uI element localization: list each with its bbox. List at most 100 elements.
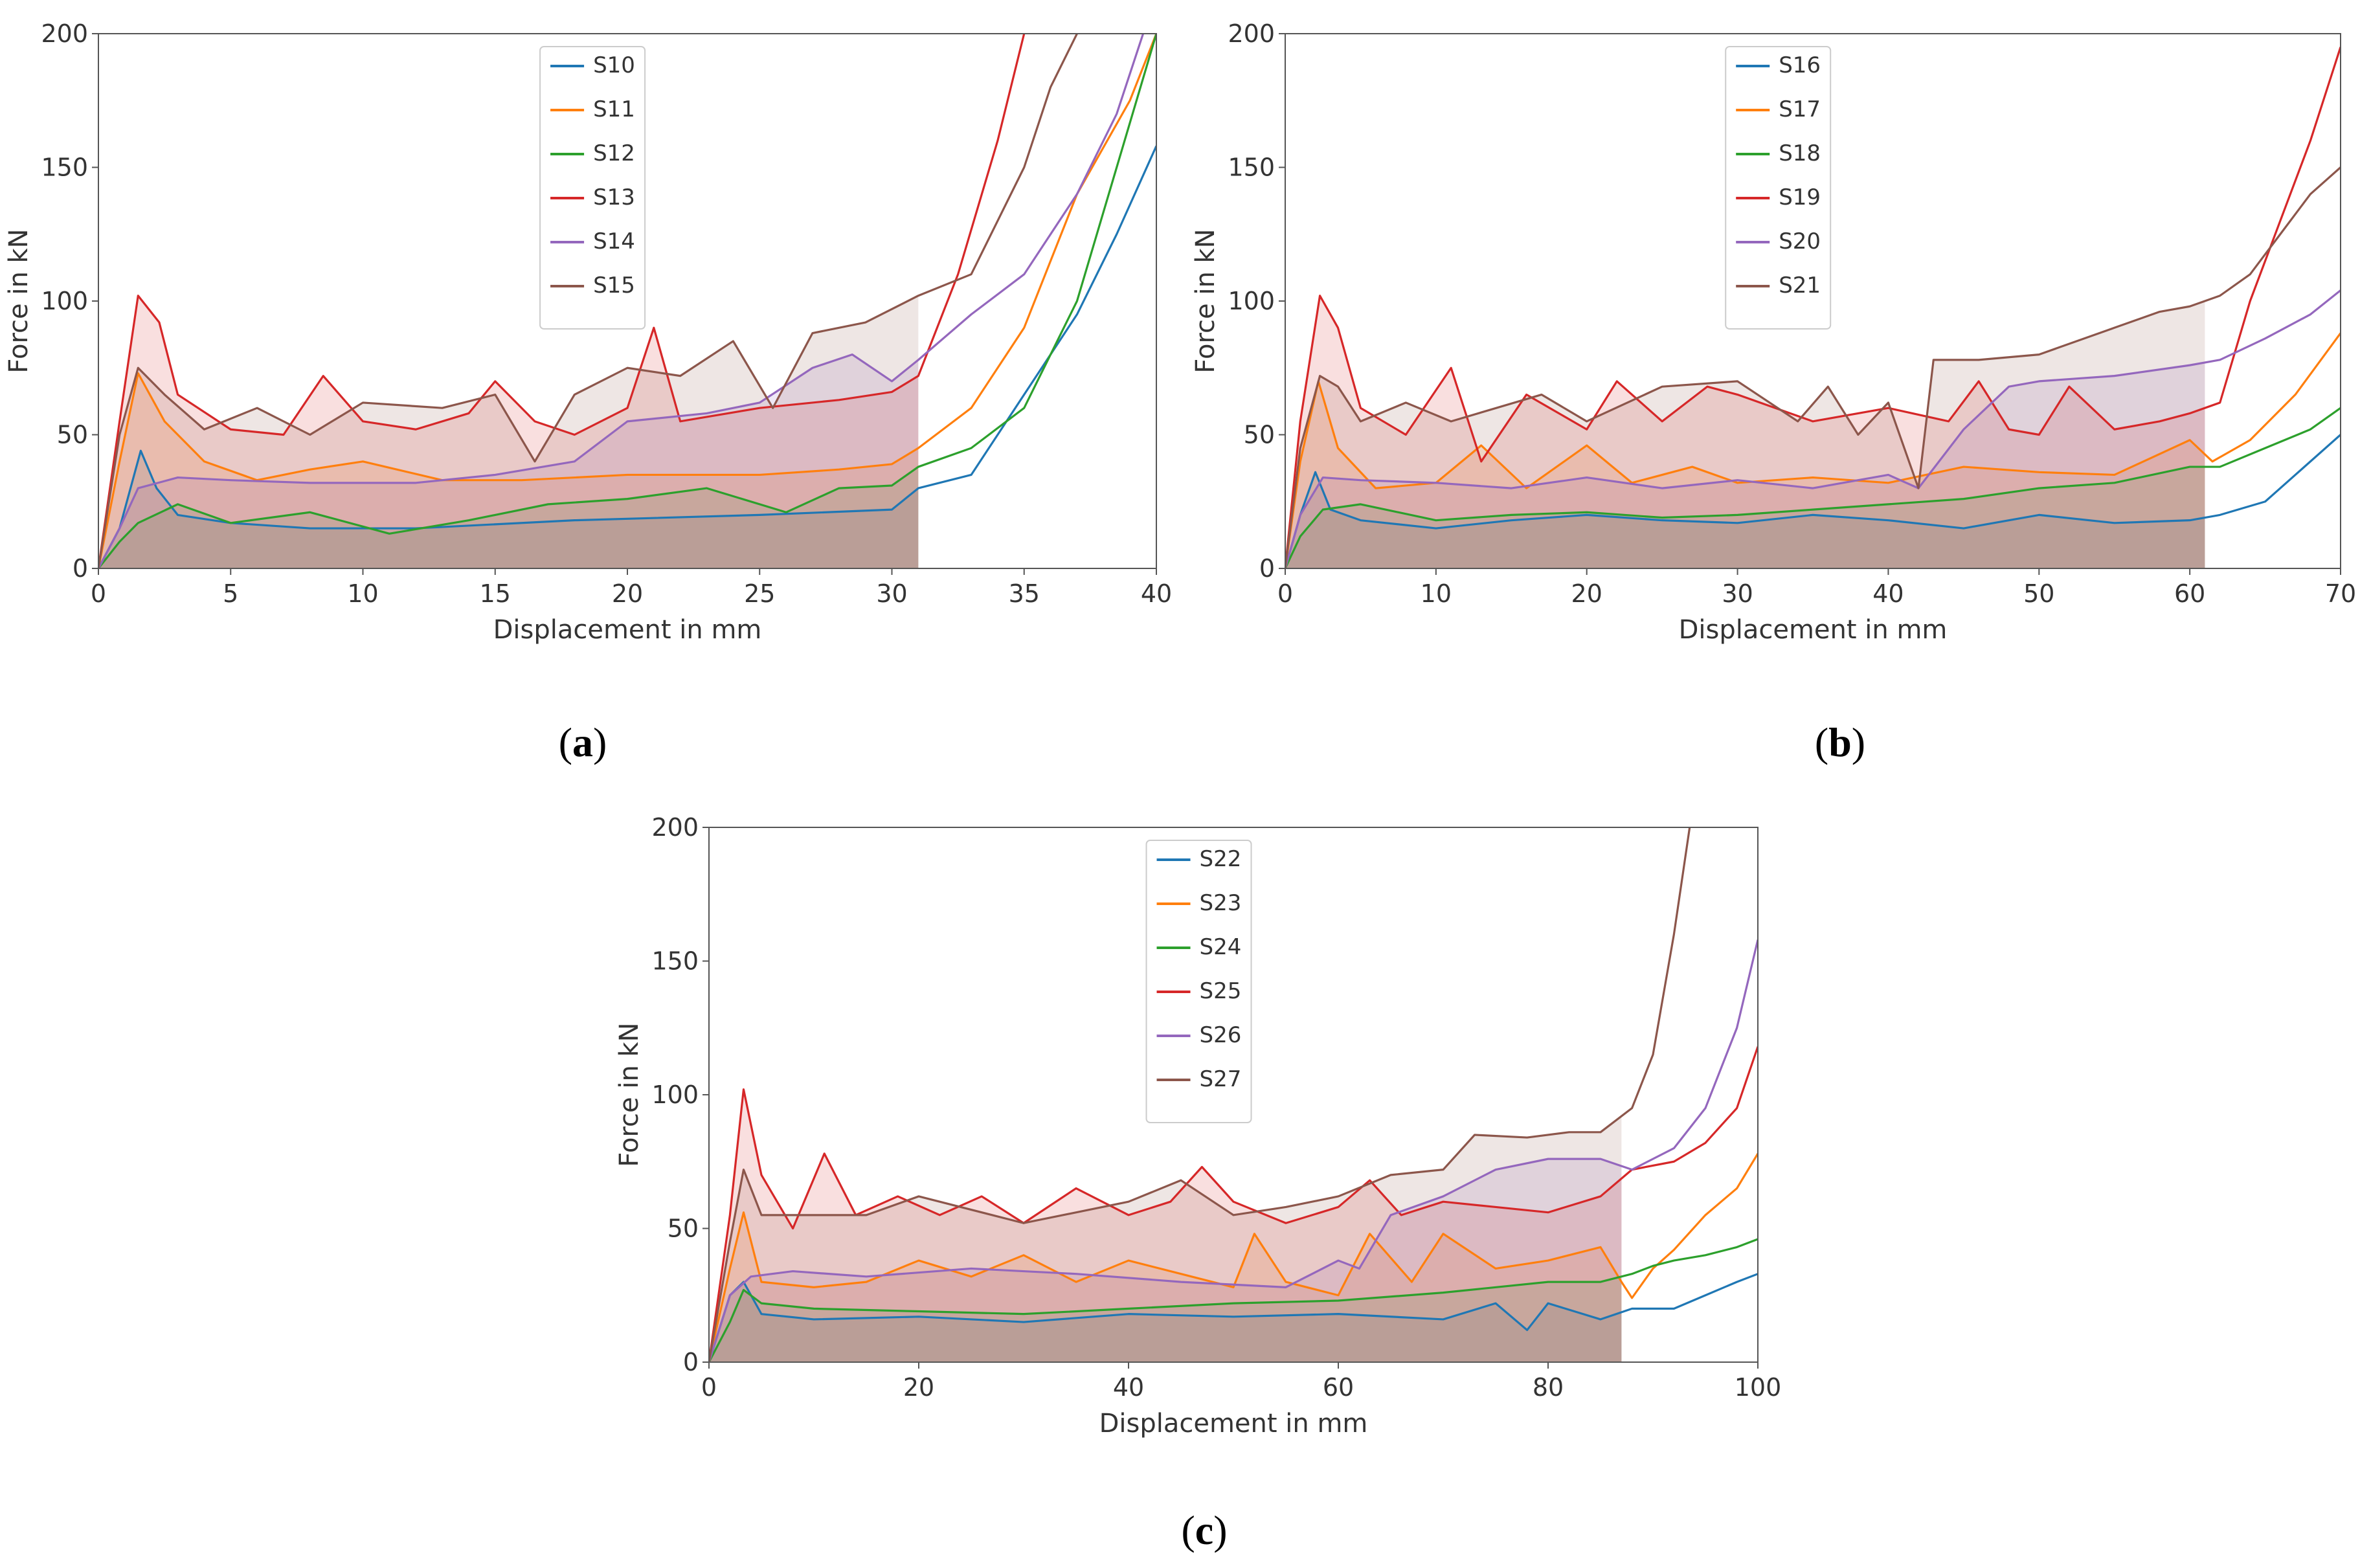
x-tick-label: 15 xyxy=(480,579,511,608)
legend-label: S24 xyxy=(1200,934,1242,960)
fill-s21 xyxy=(1285,301,2205,568)
legend-label: S25 xyxy=(1200,978,1242,1004)
line-s25 xyxy=(709,1046,1758,1362)
line-s18 xyxy=(1285,407,2341,568)
x-tick-label: 40 xyxy=(1113,1373,1144,1402)
legend-box xyxy=(1145,840,1252,1123)
legend-label: S13 xyxy=(593,185,635,210)
fill-s10 xyxy=(98,451,919,568)
line-s20 xyxy=(1285,289,2341,568)
x-tick-label: 20 xyxy=(1571,579,1602,608)
legend-label: S15 xyxy=(593,273,635,298)
x-tick-label: 20 xyxy=(612,579,643,608)
y-axis-title: Force in kN xyxy=(4,229,34,373)
line-s21 xyxy=(1285,166,2341,568)
legend-label: S18 xyxy=(1779,140,1821,166)
y-tick-label: 200 xyxy=(1228,19,1275,48)
line-s12 xyxy=(98,34,1156,568)
fill-s11 xyxy=(98,373,919,568)
legend-label: S19 xyxy=(1779,185,1821,210)
fill-s15 xyxy=(98,295,919,568)
x-tick-label: 40 xyxy=(1872,579,1904,608)
y-axis-title: Force in kN xyxy=(1191,229,1220,373)
y-tick-label: 150 xyxy=(41,153,88,182)
fill-s20 xyxy=(1285,362,2205,568)
legend: S10 S11 S12 S13 S14 S15 xyxy=(539,46,646,330)
fill-s17 xyxy=(1285,381,2205,568)
x-axis-title: Displacement in mm xyxy=(1679,615,1948,645)
x-tick-label: 60 xyxy=(2174,579,2205,608)
panel-c-chart: 0 20 40 60 80 100 0 50 100 150 200 Displacement in … xyxy=(614,813,1781,1439)
x-tick-label: 40 xyxy=(1141,579,1172,608)
line-s24 xyxy=(709,1238,1758,1362)
x-tick-label: 100 xyxy=(1735,1373,1782,1402)
panel-a-chart: 0 5 10 15 20 25 30 35 40 0 50 100 150 200 Displacement… xyxy=(4,19,1172,645)
legend-label: S23 xyxy=(1200,890,1242,916)
y-tick-label: 0 xyxy=(1259,554,1275,583)
y-tick-label: 50 xyxy=(668,1215,699,1243)
x-tick-label: 10 xyxy=(347,579,378,608)
x-tick-label: 30 xyxy=(1722,579,1753,608)
x-tick-label: 25 xyxy=(744,579,775,608)
fill-areas xyxy=(98,295,919,568)
x-tick-label: 50 xyxy=(2023,579,2054,608)
line-s23 xyxy=(709,1153,1758,1362)
y-tick-label: 50 xyxy=(57,421,88,449)
y-tick-label: 100 xyxy=(1228,287,1275,315)
line-s26 xyxy=(709,939,1758,1362)
legend: S16 S17 S18 S19 S20 S21 xyxy=(1725,46,1832,330)
legend-label: S14 xyxy=(593,229,635,254)
line-s13 xyxy=(98,34,1026,568)
fill-s16 xyxy=(1285,472,2205,568)
panel-b-chart: 0 10 20 30 40 50 60 70 0 50 100 150 200 Displacement … xyxy=(1191,19,2356,645)
fill-s12 xyxy=(98,467,919,568)
y-tick-label: 100 xyxy=(41,287,88,315)
legend-label: S20 xyxy=(1779,229,1821,254)
legend-label: S27 xyxy=(1200,1066,1242,1092)
x-tick-label: 20 xyxy=(903,1373,934,1402)
line-s19 xyxy=(1285,47,2341,568)
x-tick-label: 0 xyxy=(1277,579,1293,608)
fill-s23 xyxy=(709,1212,1622,1362)
panel-c-caption: (c) xyxy=(1181,1507,1227,1553)
y-tick-label: 150 xyxy=(1228,153,1275,182)
x-axis-title: Displacement in mm xyxy=(1099,1409,1368,1439)
fill-areas xyxy=(1285,295,2205,568)
y-tick-label: 50 xyxy=(1244,421,1275,449)
line-s10 xyxy=(98,145,1156,568)
legend-label: S22 xyxy=(1200,846,1242,872)
series-lines xyxy=(98,34,1156,568)
line-s22 xyxy=(709,1273,1758,1362)
fill-s14 xyxy=(98,354,919,568)
y-axis-title: Force in kN xyxy=(614,1022,644,1167)
fill-s13 xyxy=(98,295,919,568)
legend-box xyxy=(1725,46,1832,330)
x-tick-label: 80 xyxy=(1533,1373,1564,1402)
fill-s24 xyxy=(709,1276,1622,1362)
x-tick-label: 10 xyxy=(1421,579,1452,608)
legend-label: S17 xyxy=(1779,96,1821,122)
x-tick-label: 5 xyxy=(223,579,238,608)
x-tick-label: 0 xyxy=(701,1373,717,1402)
line-s16 xyxy=(1285,434,2341,568)
series-lines xyxy=(1285,47,2341,568)
legend: S22 S23 S24 S25 S26 S27 xyxy=(1145,840,1252,1123)
x-tick-label: 30 xyxy=(876,579,907,608)
x-tick-label: 35 xyxy=(1009,579,1040,608)
y-tick-label: 0 xyxy=(683,1348,699,1376)
legend-label: S11 xyxy=(593,96,635,122)
x-tick-label: 70 xyxy=(2325,579,2356,608)
fill-s27 xyxy=(709,1116,1622,1362)
y-tick-label: 200 xyxy=(651,813,699,842)
line-s14 xyxy=(98,34,1145,568)
panel-a-caption: (a) xyxy=(559,719,607,765)
line-s15 xyxy=(98,34,1078,568)
y-tick-label: 0 xyxy=(73,554,88,583)
y-tick-label: 150 xyxy=(651,947,699,976)
y-tick-label: 200 xyxy=(41,19,88,48)
x-axis-title: Displacement in mm xyxy=(493,615,762,645)
x-tick-label: 60 xyxy=(1323,1373,1354,1402)
x-tick-label: 0 xyxy=(91,579,106,608)
fill-s25 xyxy=(709,1089,1622,1362)
